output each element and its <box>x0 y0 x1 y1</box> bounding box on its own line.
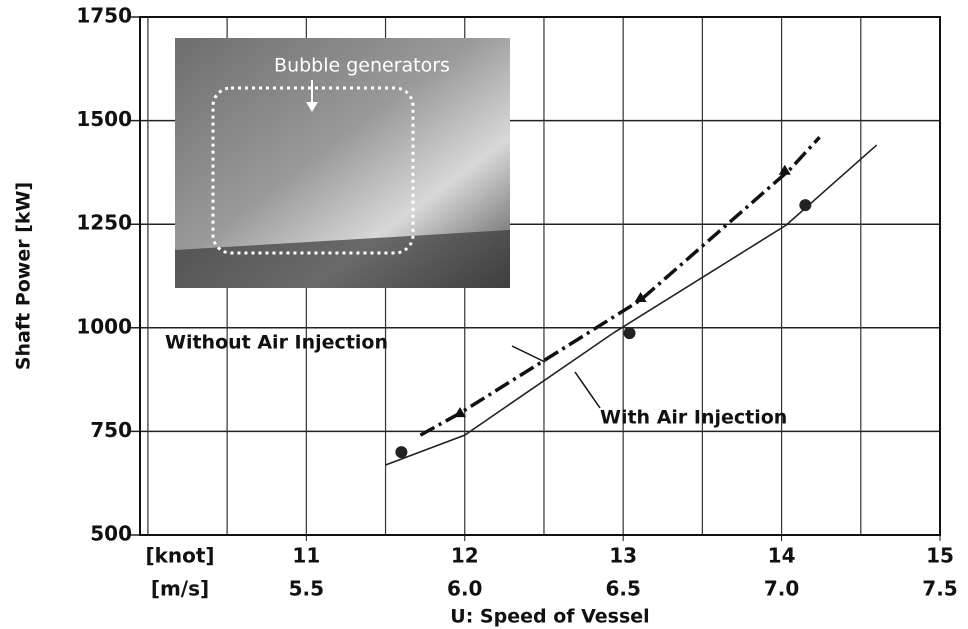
y-tick-label: 1000 <box>76 314 132 338</box>
x-unit: [knot] <box>145 544 214 568</box>
inset-photo: Bubble generators <box>175 38 510 288</box>
x-tick-label: 11 <box>292 544 320 568</box>
inset-label: Bubble generators <box>274 55 450 77</box>
y-tick-label: 750 <box>90 418 132 442</box>
marker <box>395 446 407 458</box>
x2-tick-label: 6.5 <box>605 577 640 601</box>
x2-tick-label: 7.5 <box>922 577 957 601</box>
marker <box>799 199 811 211</box>
y-tick-label: 1250 <box>76 211 132 235</box>
series-annotation: Without Air Injection <box>165 332 388 354</box>
x-tick-label: 15 <box>926 544 954 568</box>
chart: Bubble generators Shaft Power [kW] [knot… <box>0 0 968 629</box>
marker <box>779 165 791 175</box>
x2-unit: [m/s] <box>151 577 209 601</box>
x-tick-label: 12 <box>451 544 479 568</box>
y-tick-label: 1500 <box>76 107 132 131</box>
x2-tick-label: 5.5 <box>289 577 324 601</box>
y-tick-label: 1750 <box>76 4 132 28</box>
y-axis-label: Shaft Power [kW] <box>13 182 35 370</box>
x2-tick-label: 7.0 <box>764 577 799 601</box>
series-annotation: With Air Injection <box>600 407 787 429</box>
x-tick-label: 13 <box>609 544 637 568</box>
x-tick-label: 14 <box>768 544 796 568</box>
x2-tick-label: 6.0 <box>447 577 482 601</box>
annotation-leader <box>575 372 600 408</box>
y-tick-label: 500 <box>90 522 132 546</box>
x-axis-label: U: Speed of Vessel <box>450 606 649 628</box>
marker <box>624 327 636 339</box>
annotation-leader <box>512 346 545 362</box>
